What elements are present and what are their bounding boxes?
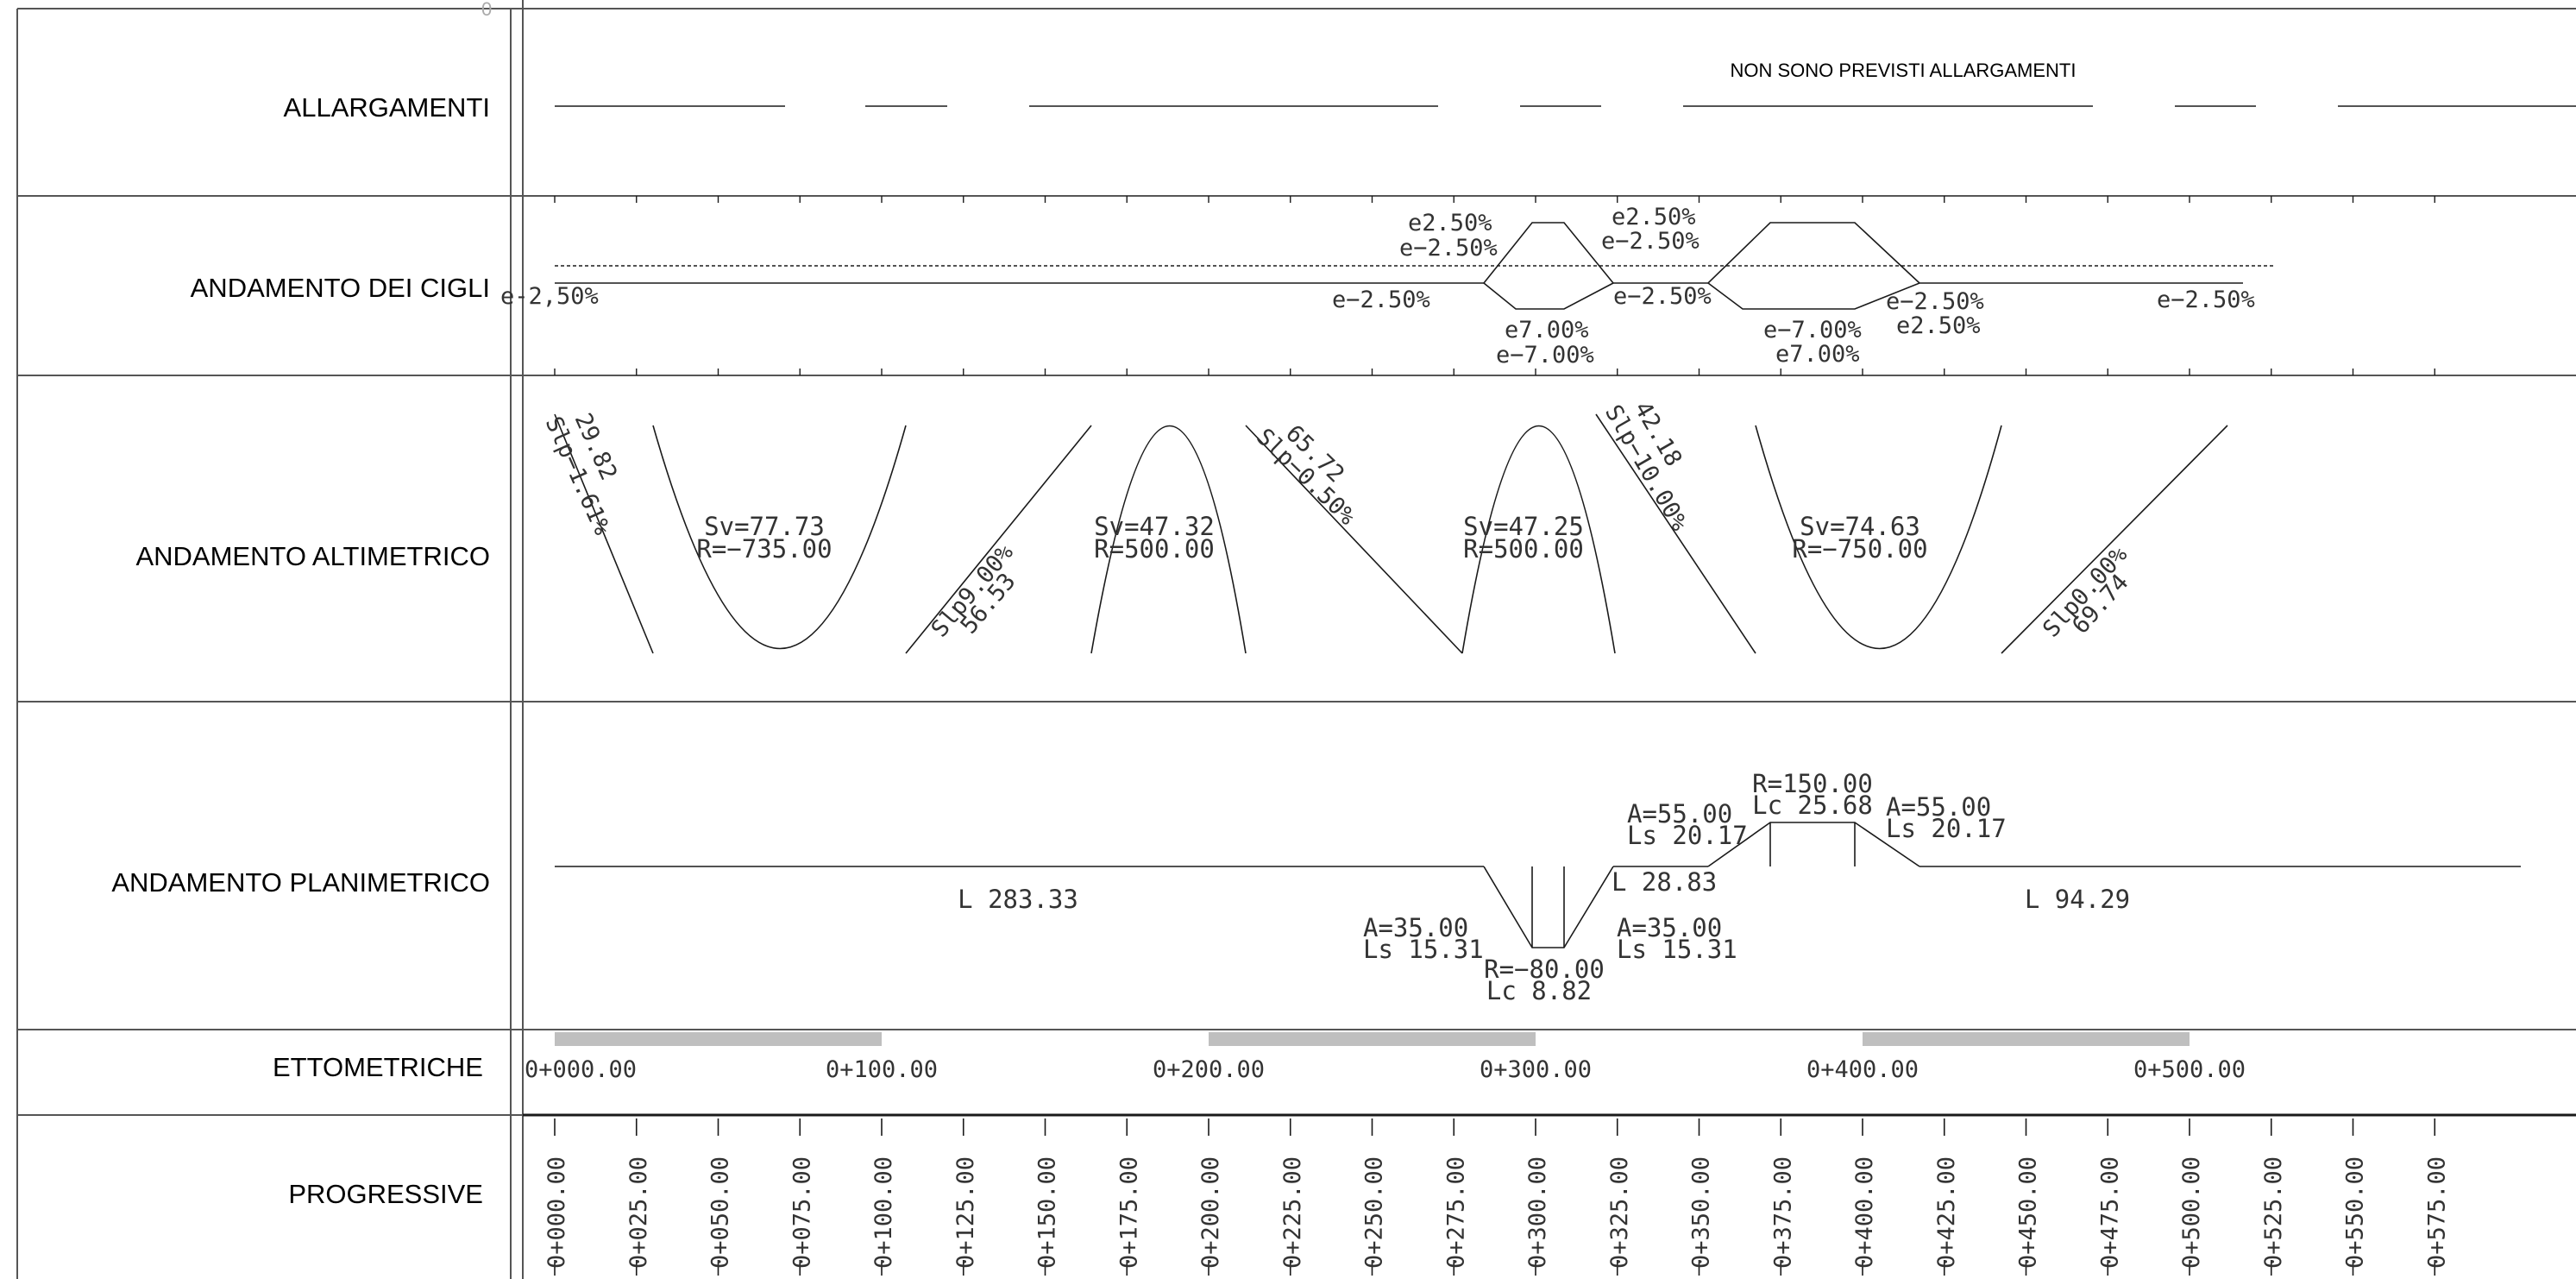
- planimetric-length-label: L 28.83: [1612, 867, 1717, 897]
- progressive-label: 0+175.00: [1115, 1156, 1142, 1269]
- planimetric-clothoid-a: A=35.00: [1617, 913, 1722, 942]
- cigli-superelev-up-2: [1613, 222, 1920, 284]
- altimetric-sv-label: Sv=77.73: [704, 512, 825, 541]
- cigli-label: e7.00%: [1775, 341, 1860, 368]
- progressive-label: 0+500.00: [2178, 1156, 2205, 1269]
- ettometric-band: [1209, 1032, 1536, 1046]
- progressive-label: 0+300.00: [1524, 1156, 1551, 1269]
- altimetric-crest-curve-1: [1090, 425, 1247, 654]
- planimetric-clothoid-a: A=55.00: [1627, 799, 1732, 829]
- altimetric-radius-label: R=−735.00: [696, 534, 832, 564]
- altimetric-crest-curve-2: [1461, 425, 1616, 654]
- cigli-label: e2.50%: [1408, 210, 1492, 236]
- row-label-ettometriche: ETTOMETRICHE: [273, 1052, 483, 1082]
- ettometric-band: [1863, 1032, 2190, 1046]
- cigli-label: e−7.00%: [1496, 342, 1594, 369]
- cigli-label: e−2.50%: [1601, 228, 1700, 255]
- cigli-superelev-up-1: [1483, 222, 1614, 284]
- progressive-label: 0+475.00: [2096, 1156, 2123, 1269]
- progressive-label: 0+275.00: [1442, 1156, 1469, 1269]
- cigli-label: e−2.50%: [1399, 235, 1498, 261]
- row-label-planimetrico: ANDAMENTO PLANIMETRICO: [111, 867, 490, 898]
- cigli-label: e−2.50%: [1613, 283, 1712, 310]
- cigli-label: e7.00%: [1505, 317, 1589, 343]
- altimetric-sv-label: Sv=74.63: [1800, 512, 1920, 541]
- planimetric-curve-2: [1707, 822, 1920, 867]
- ettometric-label: 0+400.00: [1806, 1056, 1919, 1083]
- row-label-altimetrico: ANDAMENTO ALTIMETRICO: [135, 541, 490, 571]
- row-label-cigli: ANDAMENTO DEI CIGLI: [190, 273, 490, 303]
- progressive-label: 0+050.00: [707, 1156, 734, 1269]
- progressive-label: 0+525.00: [2260, 1156, 2287, 1269]
- progressive-label: 0+250.00: [1361, 1156, 1388, 1269]
- ettometric-label: 0+300.00: [1480, 1056, 1592, 1083]
- progressive-label: 0+375.00: [1769, 1156, 1796, 1269]
- progressive-label: 0+200.00: [1197, 1156, 1224, 1269]
- cigli-superelev-down-2: [1707, 282, 2243, 310]
- ettometric-band: [555, 1032, 882, 1046]
- ettometric-label: 0+000.00: [525, 1056, 637, 1083]
- altimetric-grade-line: [2001, 425, 2228, 654]
- ettometric-label: 0+200.00: [1153, 1056, 1265, 1083]
- planimetric-arc-length: Lc 8.82: [1486, 976, 1592, 1005]
- row-label-progressive: PROGRESSIVE: [288, 1179, 483, 1209]
- row-label-allargamenti: ALLARGAMENTI: [283, 92, 490, 123]
- progressive-label: 0+075.00: [789, 1156, 815, 1269]
- planimetric-clothoid-ls: Ls 20.17: [1627, 821, 1748, 850]
- altimetric-sag-curve-2: [1755, 425, 2002, 649]
- planimetric-arc-length: Lc 25.68: [1752, 791, 1873, 820]
- altimetric-radius-label: R=500.00: [1094, 534, 1215, 564]
- altimetric-radius-label: R=−750.00: [1792, 534, 1927, 564]
- planimetric-clothoid-a: A=35.00: [1363, 913, 1468, 942]
- allargamenti-note: NON SONO PREVISTI ALLARGAMENTI: [1731, 60, 2077, 81]
- planimetric-length-label: L 94.29: [2025, 885, 2130, 914]
- progressive-label: 0+000.00: [543, 1156, 570, 1269]
- planimetric-length-label: L 283.33: [958, 885, 1078, 914]
- ettometric-label: 0+100.00: [826, 1056, 938, 1083]
- planimetric-curve-1: [1483, 866, 1614, 948]
- progressive-label: 0+400.00: [1851, 1156, 1878, 1269]
- cigli-label: e2.50%: [1896, 312, 1981, 339]
- progressive-label: 0+025.00: [625, 1156, 652, 1269]
- cigli-label: e−2.50%: [1886, 288, 1984, 315]
- progressive-label: 0+425.00: [1933, 1156, 1960, 1269]
- planimetric-clothoid-ls: Ls 20.17: [1886, 814, 2007, 843]
- progressive-label: 0+225.00: [1279, 1156, 1306, 1269]
- altimetric-sag-curve-1: [652, 425, 907, 649]
- cigli-label: e-2,50%: [500, 283, 599, 310]
- planimetric-clothoid-ls: Ls 15.31: [1617, 935, 1737, 964]
- progressive-label: 0+550.00: [2342, 1156, 2369, 1269]
- top-mark: 0: [481, 0, 492, 20]
- altimetric-radius-label: R=500.00: [1463, 534, 1584, 564]
- planimetric-arc-radius: R=150.00: [1752, 769, 1873, 798]
- altimetric-grade-line: [905, 425, 1092, 654]
- planimetric-arc-radius: R=−80.00: [1484, 955, 1605, 984]
- altimetric-grade-line: [1595, 413, 1756, 654]
- cigli-label: e2.50%: [1612, 204, 1696, 230]
- altimetric-grade-line: [554, 413, 654, 654]
- progressive-label: 0+325.00: [1606, 1156, 1633, 1269]
- progressive-label: 0+575.00: [2423, 1156, 2450, 1269]
- cigli-superelev-down-1: [1483, 282, 1614, 310]
- progressive-label: 0+100.00: [870, 1156, 897, 1269]
- cigli-label: e−2.50%: [1332, 287, 1430, 313]
- altimetric-sv-label: Sv=47.32: [1094, 512, 1215, 541]
- cigli-label: e−2.50%: [2157, 287, 2255, 313]
- planimetric-clothoid-ls: Ls 15.31: [1363, 935, 1484, 964]
- ettometric-label: 0+500.00: [2133, 1056, 2246, 1083]
- altimetric-sv-label: Sv=47.25: [1463, 512, 1584, 541]
- altimetric-grade-line: [1245, 425, 1463, 654]
- cigli-label: e−7.00%: [1763, 317, 1862, 343]
- progressive-label: 0+125.00: [952, 1156, 979, 1269]
- planimetric-clothoid-a: A=55.00: [1886, 792, 1991, 822]
- progressive-label: 0+350.00: [1688, 1156, 1715, 1269]
- progressive-label: 0+150.00: [1034, 1156, 1061, 1269]
- progressive-label: 0+450.00: [2015, 1156, 2042, 1269]
